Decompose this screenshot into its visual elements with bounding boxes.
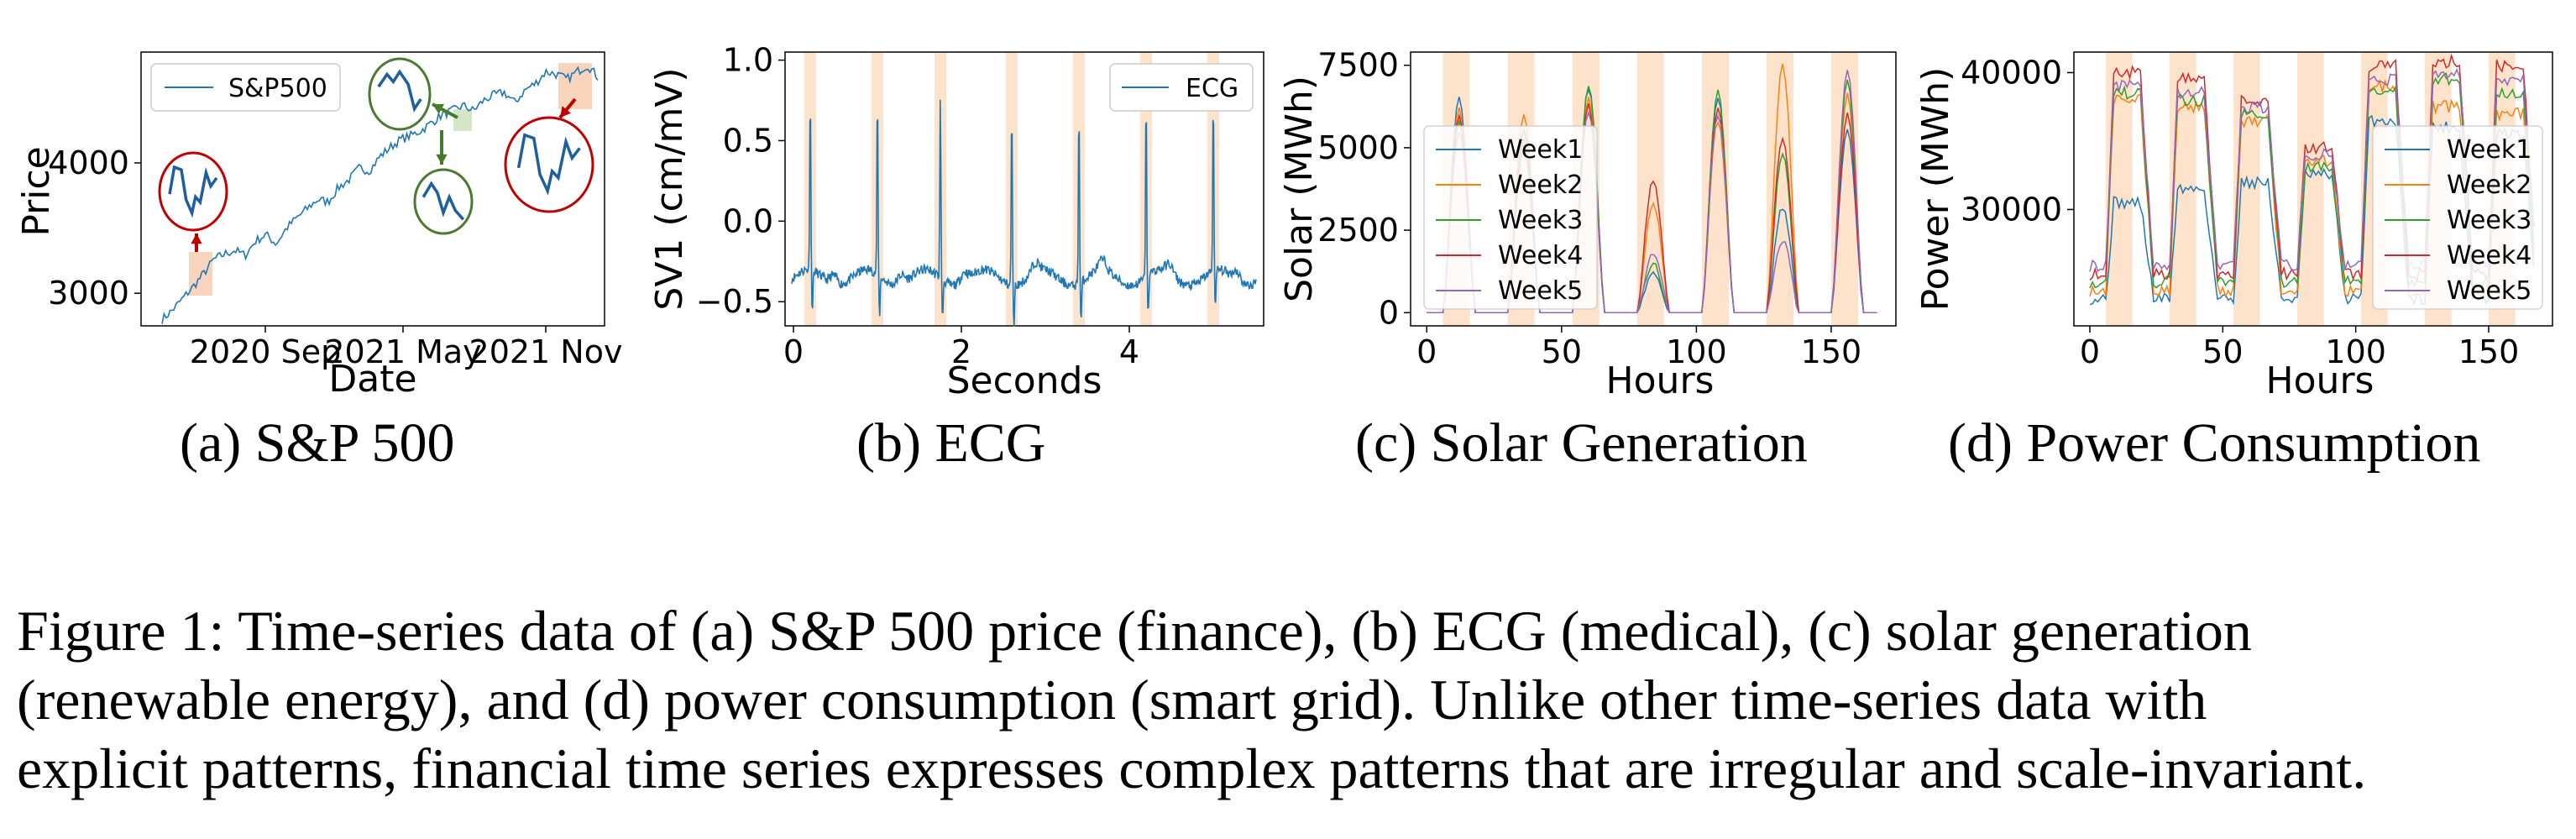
highlight-band-b-0 [804, 53, 816, 325]
zoom-circle-b-2-pattern [421, 181, 465, 221]
legend-label-d-week2: Week2 [2447, 170, 2531, 200]
legend-label-d-week5: Week5 [2447, 276, 2531, 306]
legend-box-a [150, 63, 341, 112]
y-tick-label-b-0: 1.0 [723, 42, 773, 79]
series-line-c-week5 [1427, 70, 1877, 314]
x-tick-label-b-2: 4 [1119, 333, 1139, 370]
highlight-band-c-4 [1701, 53, 1729, 325]
x-tick-label-c-0: 0 [1416, 333, 1437, 370]
y-tick-label-c-1: 2500 [1317, 212, 1399, 249]
x-axis-label-a: Date [328, 358, 416, 401]
series-line-d-week2 [2089, 79, 2535, 298]
series-line-sp500 [161, 66, 599, 324]
y-tick-label-d-1: 40000 [1961, 54, 2062, 91]
x-axis-label-c: Hours [1606, 359, 1715, 402]
arrow-b-2-head [436, 154, 448, 165]
legend-label-d-week3: Week3 [2447, 206, 2531, 235]
y-axis-label-a: Price [15, 146, 58, 236]
highlight-band-d-3 [2297, 53, 2324, 325]
x-tick-label-d-2: 100 [2325, 333, 2386, 370]
zoom-circle-b-2 [413, 168, 474, 235]
y-tick-label-b-2: 0.0 [723, 202, 773, 239]
legend-label-c-week3: Week3 [1498, 206, 1583, 235]
highlight-band-b-6 [1207, 53, 1219, 325]
x-tick-label-c-1: 50 [1542, 333, 1582, 370]
y-axis-label-c: Solar (MWh) [1278, 76, 1321, 302]
y-tick-label-c-3: 7500 [1317, 47, 1399, 84]
zoom-circle-a-2 [504, 116, 594, 213]
legend-label-c-week1: Week1 [1498, 135, 1583, 165]
x-tick-label-d-3: 150 [2458, 333, 2520, 370]
legend-label-c-week5: Week5 [1498, 276, 1583, 306]
zoom-circle-b-1-pattern [377, 69, 422, 113]
figure-caption-line-3: explicit patterns, financial time series… [17, 737, 2367, 800]
y-axis-label-d: Power (MWh) [1914, 67, 1957, 312]
y-axis-label-b: SV1 (cm/mV) [648, 67, 691, 310]
y-tick-label-b-3: −0.5 [696, 283, 773, 320]
x-axis-label-b: Seconds [947, 359, 1102, 402]
subcaption-a: (a) S&P 500 [180, 412, 455, 474]
figure-caption-line-1: Figure 1: Time-series data of (a) S&P 50… [17, 599, 2252, 663]
highlight-region-b [453, 109, 472, 131]
figure-caption: Figure 1: Time-series data of (a) S&P 50… [17, 596, 2561, 803]
x-tick-label-a-0: 2020 Sep [190, 333, 341, 370]
arrow-a-1-head [191, 233, 202, 244]
x-tick-label-b-0: 0 [783, 333, 804, 370]
x-tick-label-c-2: 100 [1666, 333, 1727, 370]
x-tick-label-c-3: 150 [1801, 333, 1862, 370]
x-tick-label-b-1: 2 [951, 333, 971, 370]
legend-label-d-week1: Week1 [2447, 135, 2531, 165]
zoom-circle-a-1-pattern [168, 165, 218, 218]
y-tick-label-a-1: 4000 [48, 144, 129, 181]
highlight-band-b-1 [872, 53, 883, 325]
legend-label-d-week4: Week4 [2447, 241, 2531, 270]
subcaption-d: (d) Power Consumption [1948, 412, 2481, 474]
subcaption-c: (c) Solar Generation [1355, 412, 1808, 474]
series-line-d-week4 [2089, 53, 2535, 281]
zoom-circle-a-1 [158, 151, 228, 232]
series-line-d-week3 [2089, 72, 2535, 290]
legend-label-c-week2: Week2 [1498, 170, 1583, 200]
x-tick-label-a-1: 2021 May [324, 333, 481, 370]
x-tick-label-d-0: 0 [2080, 333, 2100, 370]
y-tick-label-b-1: 0.5 [723, 122, 773, 159]
legend-label-ecg: ECG [1186, 74, 1238, 103]
legend-box-c [1423, 125, 1598, 310]
zoom-circle-a-2-pattern [516, 133, 581, 196]
legend-box-b [1109, 63, 1254, 112]
legend-label-sp500: S&P500 [228, 74, 327, 103]
y-tick-label-a-0: 3000 [48, 275, 129, 312]
figure-caption-line-2: (renewable energy), and (d) power consum… [17, 668, 2207, 732]
arrow-b-1-head [432, 103, 444, 114]
x-axis-label-d: Hours [2266, 359, 2374, 402]
series-line-d-week5 [2089, 68, 2535, 272]
legend-label-c-week4: Week4 [1498, 241, 1583, 270]
arrow-a-2-head [560, 106, 571, 118]
y-tick-label-d-0: 30000 [1961, 191, 2062, 228]
y-tick-label-c-2: 5000 [1317, 129, 1399, 166]
series-line-ecg [791, 99, 1257, 327]
legend-box-d [2372, 125, 2543, 310]
subcaption-b: (b) ECG [856, 412, 1046, 474]
x-tick-label-d-1: 50 [2202, 333, 2243, 370]
x-tick-label-a-2: 2021 Nov [469, 333, 623, 370]
y-tick-label-c-0: 0 [1379, 294, 1399, 331]
